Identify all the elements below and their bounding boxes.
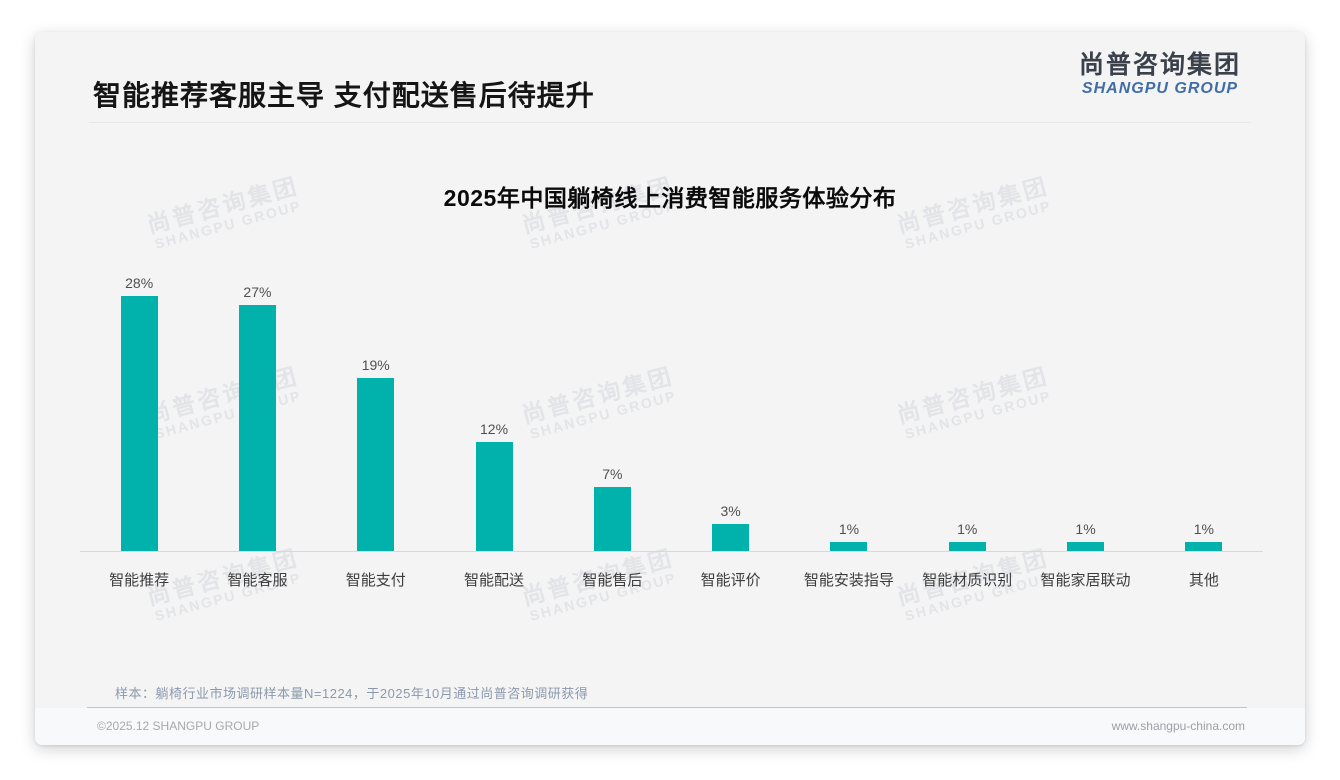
bar	[830, 542, 868, 551]
bar-column: 1%	[790, 521, 908, 551]
bar-column: 28%	[80, 275, 198, 551]
bar-column: 12%	[435, 421, 553, 551]
website-link[interactable]: www.shangpu-china.com	[1111, 719, 1245, 733]
bar-column: 3%	[671, 503, 789, 551]
bar-value-label: 28%	[125, 275, 154, 291]
category-label: 智能推荐	[109, 572, 170, 589]
category-label: 智能安装指导	[803, 572, 894, 589]
bar	[1185, 542, 1223, 551]
bar-value-label: 27%	[243, 284, 272, 300]
logo-chinese-text: 尚普咨询集团	[1078, 51, 1241, 79]
footer-strip	[35, 708, 1305, 745]
category-label: 智能材质识别	[922, 572, 1013, 589]
bar	[1067, 542, 1105, 551]
bar	[120, 296, 158, 551]
page-title: 智能推荐客服主导 支付配送售后待提升	[93, 80, 595, 111]
bar-column: 27%	[198, 284, 316, 551]
bar-value-label: 7%	[602, 466, 623, 482]
bar-column: 7%	[553, 466, 671, 551]
bar-column: 1%	[908, 521, 1026, 551]
report-card: 尚普咨询集团 SHANGPU GROUP 尚普咨询集团 SHANGPU GROUP 尚普…	[35, 32, 1305, 745]
category-label: 智能支付	[345, 572, 406, 589]
copyright-text: ©2025.12 SHANGPU GROUP	[97, 719, 260, 733]
bar-value-label: 1%	[1193, 521, 1214, 537]
category-label: 智能客服	[227, 572, 288, 589]
bar-column: 19%	[317, 357, 435, 551]
x-axis-category-labels: 智能推荐 智能客服 智能支付 智能配送 智能售后 智能评价 智能安装指导 智能材质识别 智能家居…	[80, 569, 1263, 590]
category-label: 智能评价	[700, 572, 761, 589]
bar-value-label: 1%	[838, 521, 860, 537]
chart-title: 2025年中国躺椅线上消费智能服务体验分布	[443, 185, 897, 211]
bar	[357, 378, 395, 551]
bar-value-label: 1%	[957, 521, 978, 537]
bar	[238, 305, 276, 551]
footer-divider	[87, 707, 1247, 708]
sample-footnote: 样本：躺椅行业市场调研样本量N=1224，于2025年10月通过尚普咨询调研获得	[115, 686, 589, 701]
bar-value-label: 19%	[361, 357, 390, 373]
shangpu-logo: 尚普咨询集团 SHANGPU GROUP	[1079, 51, 1241, 98]
bar-value-label: 3%	[720, 503, 741, 519]
logo-english-text: SHANGPU GROUP	[1081, 79, 1239, 97]
bar-column: 1%	[1026, 521, 1144, 551]
header-divider	[89, 122, 1251, 123]
bar	[712, 524, 750, 551]
bar-chart-plot-area: 28% 27% 19% 12% 7% 3% 1% 1% 1% 1%	[80, 262, 1263, 552]
bar-value-label: 12%	[480, 421, 509, 437]
category-label: 智能家居联动	[1040, 572, 1131, 589]
category-label: 其他	[1188, 572, 1219, 589]
category-label: 智能配送	[464, 572, 525, 589]
bar	[948, 542, 986, 551]
bar	[593, 487, 631, 551]
bar-value-label: 1%	[1075, 521, 1096, 537]
category-label: 智能售后	[582, 572, 643, 589]
bar-column: 1%	[1145, 521, 1263, 551]
bar	[475, 442, 513, 551]
